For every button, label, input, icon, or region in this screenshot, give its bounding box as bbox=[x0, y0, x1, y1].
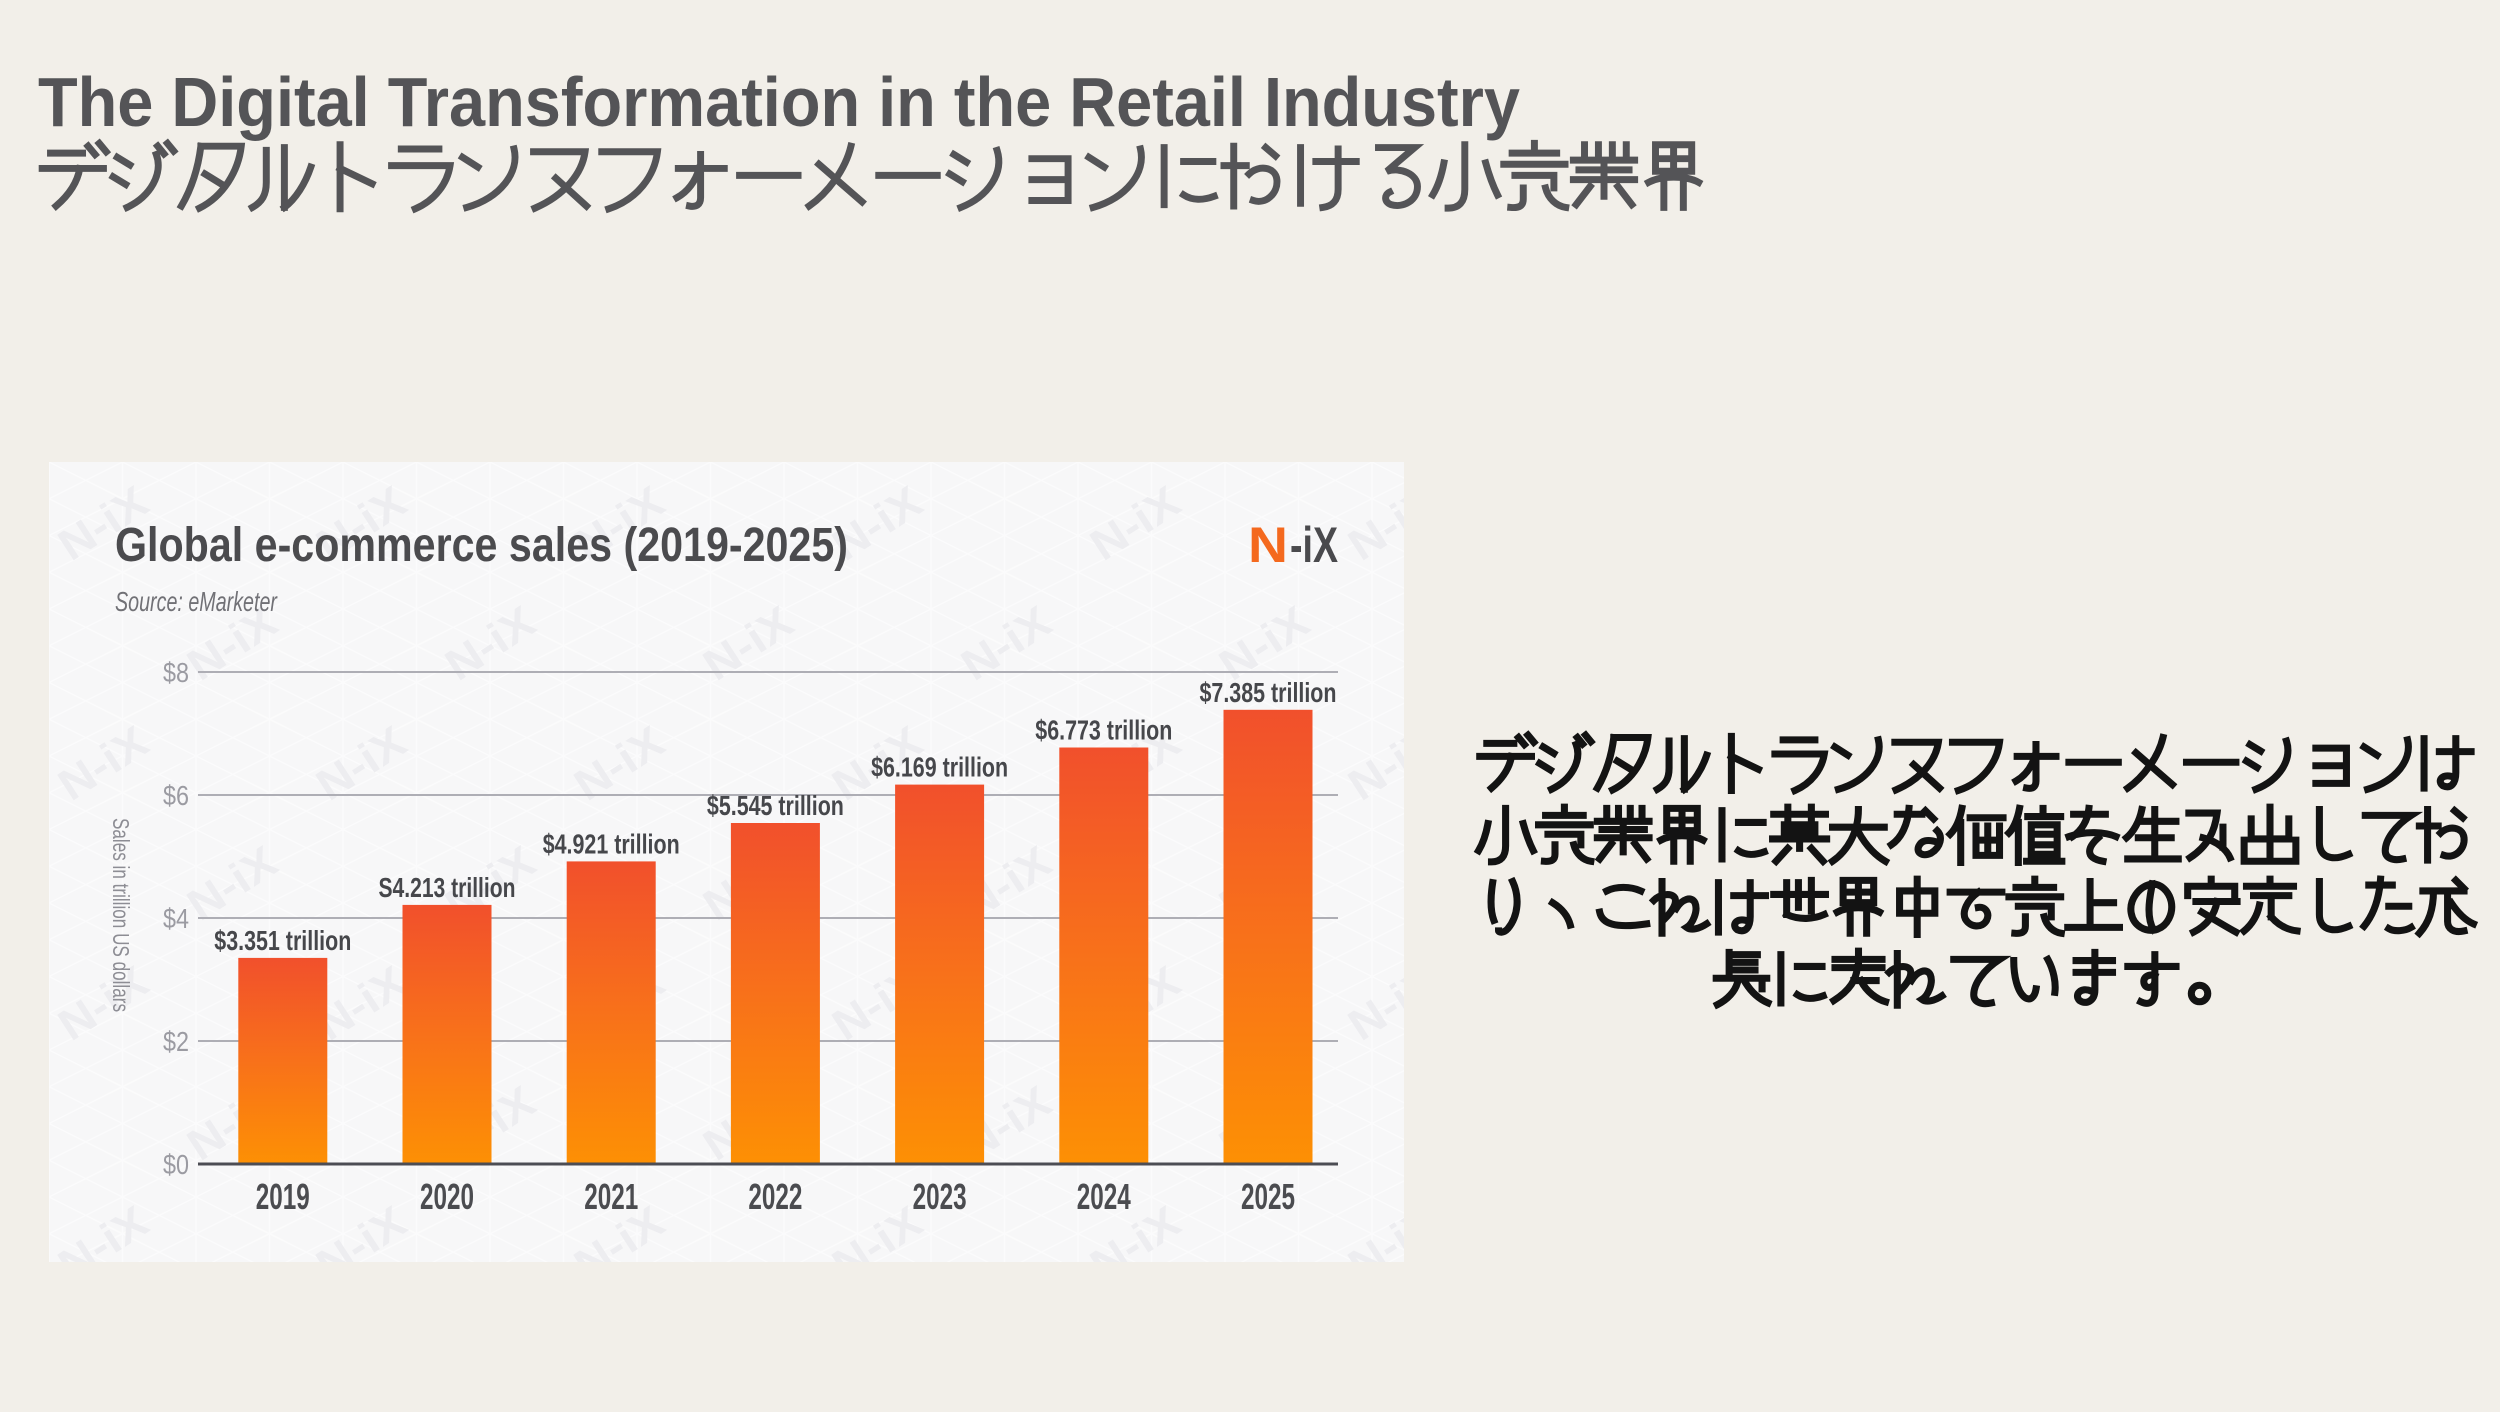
svg-text:S4.213 trillion: S4.213 trillion bbox=[379, 872, 516, 903]
svg-text:$8: $8 bbox=[163, 657, 189, 688]
svg-text:$5.545 trillion: $5.545 trillion bbox=[707, 790, 844, 821]
svg-text:$6.773 trillion: $6.773 trillion bbox=[1035, 715, 1172, 746]
svg-text:2024: 2024 bbox=[1077, 1176, 1131, 1217]
svg-text:Source: eMarketer: Source: eMarketer bbox=[115, 586, 278, 617]
svg-text:N: N bbox=[1248, 517, 1288, 573]
svg-text:$0: $0 bbox=[163, 1149, 189, 1180]
svg-text:$2: $2 bbox=[163, 1026, 189, 1057]
svg-text:2021: 2021 bbox=[584, 1176, 638, 1217]
svg-text:$4: $4 bbox=[163, 903, 189, 934]
svg-text:$6: $6 bbox=[163, 780, 189, 811]
svg-text:$6.169 trillion: $6.169 trillion bbox=[871, 752, 1008, 783]
svg-text:$7.385 trillion: $7.385 trillion bbox=[1200, 677, 1337, 708]
svg-text:$3.351 trillion: $3.351 trillion bbox=[214, 925, 351, 956]
svg-text:2025: 2025 bbox=[1241, 1176, 1295, 1217]
svg-text:2020: 2020 bbox=[420, 1176, 474, 1217]
svg-text:2023: 2023 bbox=[913, 1176, 967, 1217]
svg-text:$4.921 trillion: $4.921 trillion bbox=[543, 828, 680, 859]
svg-text:Sales in trillion US dollars: Sales in trillion US dollars bbox=[108, 818, 134, 1012]
svg-text:The Digital Transformation in: The Digital Transformation in the Retail… bbox=[38, 63, 1520, 141]
svg-text:2022: 2022 bbox=[748, 1176, 802, 1217]
svg-text:Global e-commerce sales (2019-: Global e-commerce sales (2019-2025) bbox=[115, 519, 848, 572]
svg-text:2019: 2019 bbox=[256, 1176, 310, 1217]
svg-text:-iX: -iX bbox=[1290, 517, 1338, 573]
